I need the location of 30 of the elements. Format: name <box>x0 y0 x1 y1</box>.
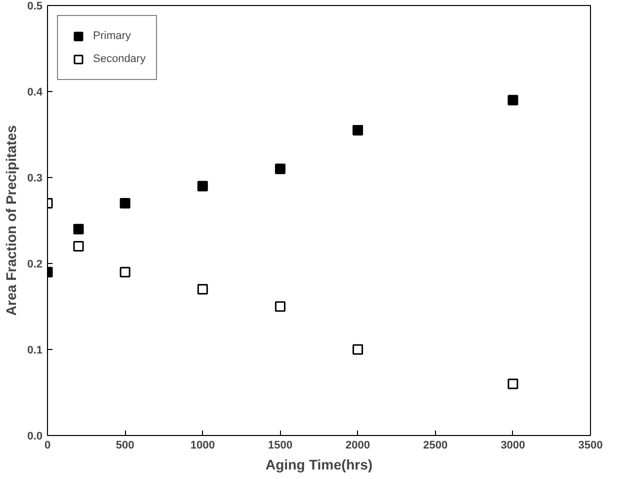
x-tick-label: 0 <box>44 440 51 452</box>
x-tick-label: 1000 <box>190 440 215 452</box>
point <box>352 124 364 136</box>
point <box>508 378 518 390</box>
point <box>73 241 84 252</box>
x-tick-label: 3500 <box>578 440 603 452</box>
point <box>274 301 286 312</box>
point <box>197 284 208 295</box>
x-tick-label: 2500 <box>423 440 448 452</box>
y-tick-label: 0.2 <box>27 258 43 270</box>
legend-label: Primary <box>93 30 131 42</box>
y-tick-label: 0.5 <box>27 0 43 12</box>
point <box>508 94 518 106</box>
x-tick-label: 500 <box>116 440 134 452</box>
y-tick-label: 0.3 <box>27 172 43 184</box>
y-tick-label: 0.1 <box>27 344 43 356</box>
point <box>120 266 130 278</box>
point <box>197 180 208 192</box>
y-tick-label: 0.0 <box>27 430 43 442</box>
y-axis-title: Area Fraction of Precipitates <box>3 124 20 316</box>
x-tick-label: 1500 <box>268 440 292 452</box>
y-tick-label: 0.4 <box>27 86 44 98</box>
point <box>352 344 364 355</box>
point <box>274 164 286 174</box>
point <box>120 198 130 209</box>
x-tick-label: 2000 <box>346 440 370 452</box>
x-tick-label: 3000 <box>500 440 526 452</box>
x-axis-title: Aging Time(hrs) <box>265 456 373 472</box>
point <box>73 224 84 234</box>
legend-label: Secondary <box>93 53 146 65</box>
